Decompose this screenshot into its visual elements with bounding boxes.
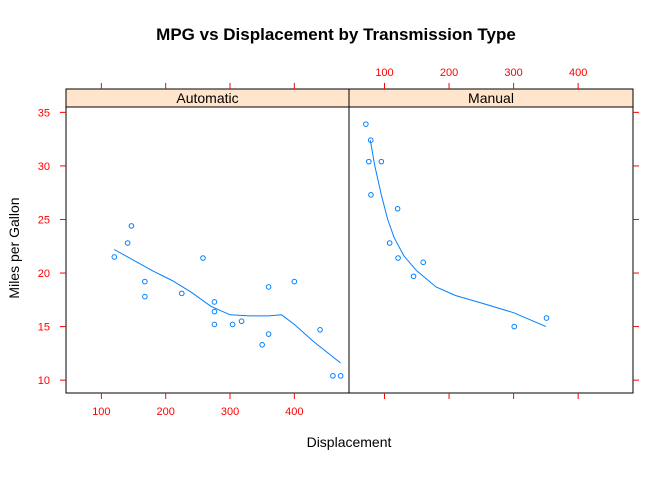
- data-point-manual: [368, 192, 374, 198]
- data-point-manual: [366, 158, 372, 165]
- data-point-automatic: [238, 318, 245, 325]
- data-point-manual: [410, 273, 417, 280]
- data-point-manual: [420, 259, 427, 266]
- data-point-automatic: [211, 321, 218, 328]
- x-axis-label: Displacement: [307, 434, 392, 450]
- data-point-automatic: [200, 255, 206, 261]
- x-tick-label-manual: 100: [375, 67, 393, 79]
- panel-manual: [348, 106, 634, 394]
- data-point-automatic: [178, 290, 185, 297]
- x-tick-label-automatic: 100: [92, 406, 110, 418]
- x-tick-label-manual: 400: [569, 67, 587, 79]
- data-point-automatic: [128, 223, 135, 229]
- data-point-automatic: [317, 327, 323, 333]
- y-axis-label: Miles per Gallon: [6, 197, 22, 298]
- data-point-automatic: [142, 293, 148, 300]
- data-point-automatic: [211, 308, 218, 315]
- data-point-manual: [394, 205, 401, 212]
- data-point-manual: [511, 323, 518, 330]
- y-tick-label: 15: [38, 322, 50, 334]
- data-point-manual: [363, 121, 369, 127]
- data-point-manual: [395, 255, 401, 261]
- data-point-manual: [367, 137, 374, 144]
- y-tick-label: 20: [38, 268, 50, 280]
- smooth-line-automatic: [113, 249, 341, 364]
- x-tick-label-manual: 200: [440, 67, 458, 79]
- data-point-automatic: [291, 278, 298, 285]
- x-tick-label-automatic: 300: [221, 406, 239, 418]
- data-point-automatic: [337, 373, 344, 379]
- data-point-automatic: [142, 278, 148, 285]
- x-tick-label-manual: 300: [504, 67, 522, 79]
- panel-automatic: [65, 106, 350, 394]
- chart-title: MPG vs Displacement by Transmission Type: [156, 25, 516, 44]
- x-tick-label-automatic: 200: [157, 406, 175, 418]
- smooth-line-manual: [369, 140, 547, 328]
- data-point-manual: [386, 240, 393, 246]
- y-tick-label: 25: [38, 214, 50, 226]
- data-point-automatic: [265, 331, 272, 337]
- data-point-automatic: [259, 341, 265, 348]
- strip-label-manual: Manual: [468, 90, 514, 106]
- data-point-automatic: [211, 299, 218, 305]
- y-tick-label: 10: [38, 375, 50, 387]
- data-point-automatic: [229, 321, 236, 328]
- data-point-automatic: [330, 373, 336, 379]
- x-tick-label-automatic: 400: [285, 406, 303, 418]
- strip-label-automatic: Automatic: [176, 90, 238, 106]
- plot-area: Automatic 100 200 300 400 Manual 100 200 300 400 1…: [38, 67, 639, 418]
- y-tick-label: 35: [38, 107, 50, 119]
- data-point-manual: [543, 315, 550, 321]
- data-point-automatic: [111, 254, 118, 260]
- data-point-automatic: [265, 284, 272, 290]
- data-point-automatic: [124, 240, 131, 246]
- y-tick-label: 30: [38, 161, 50, 173]
- data-point-manual: [378, 158, 385, 165]
